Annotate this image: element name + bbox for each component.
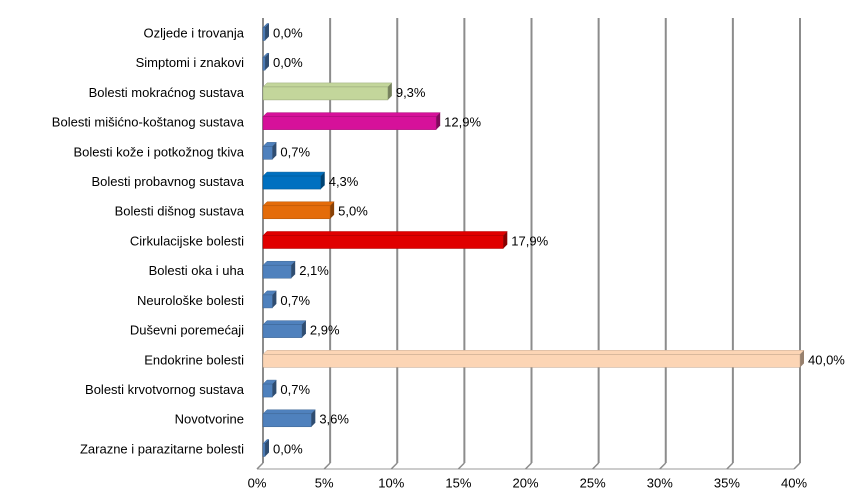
category-label: Neurološke bolesti xyxy=(137,293,244,308)
bar xyxy=(262,235,504,249)
value-label: 0,7% xyxy=(280,382,310,397)
category-label: Simptomi i znakovi xyxy=(136,55,244,70)
bar xyxy=(262,175,321,190)
grid-floor xyxy=(592,462,600,470)
x-tick-label: 30% xyxy=(647,475,673,490)
bar xyxy=(262,205,331,220)
value-label: 9,3% xyxy=(396,85,426,100)
grid-floor xyxy=(726,462,734,470)
bar-side xyxy=(330,201,335,219)
bar xyxy=(262,86,389,101)
value-label: 2,1% xyxy=(299,263,329,278)
category-label: Bolesti dišnog sustava xyxy=(115,204,245,219)
bar-top xyxy=(262,201,335,207)
grid-floor xyxy=(457,462,465,470)
category-label: Cirkulacijske bolesti xyxy=(130,233,244,248)
bar-side xyxy=(272,380,277,398)
bar xyxy=(262,443,266,457)
value-label: 0,7% xyxy=(280,144,310,159)
x-tick-label: 20% xyxy=(512,475,538,490)
x-tick-label: 40% xyxy=(781,475,807,490)
category-label: Duševni poremećaji xyxy=(130,323,244,338)
value-label: 0,0% xyxy=(273,25,303,40)
bar-top xyxy=(262,409,316,415)
grid-floor xyxy=(659,462,667,470)
bar-side xyxy=(265,439,269,457)
value-label: 0,0% xyxy=(273,441,303,456)
bar-top xyxy=(262,171,326,177)
bar-side xyxy=(272,290,277,308)
bar-top xyxy=(262,320,307,325)
x-tick-label: 35% xyxy=(714,475,740,490)
bar-side xyxy=(800,350,804,368)
category-label: Bolesti kože i potkožnog tkiva xyxy=(73,144,244,159)
x-tick-label: 25% xyxy=(580,475,606,490)
value-label: 2,9% xyxy=(310,323,340,338)
grid-floor xyxy=(793,462,801,470)
bar xyxy=(262,146,273,160)
value-label: 3,6% xyxy=(319,412,349,427)
x-tick-label: 5% xyxy=(315,475,334,490)
category-label: Bolesti krvotvornog sustava xyxy=(85,382,245,397)
bar-side xyxy=(320,172,325,190)
value-label: 0,7% xyxy=(280,293,310,308)
bar xyxy=(262,383,273,398)
bar xyxy=(262,294,273,309)
bar xyxy=(262,116,437,130)
category-label: Bolesti mokraćnog sustava xyxy=(89,85,245,100)
bar-side xyxy=(311,409,316,427)
grid-floor xyxy=(323,462,331,470)
bar xyxy=(262,27,266,41)
x-tick-label: 15% xyxy=(445,475,471,490)
category-label: Bolesti probavnog sustava xyxy=(92,174,245,189)
category-label: Endokrine bolesti xyxy=(144,352,244,367)
bar-side xyxy=(291,261,296,279)
value-label: 17,9% xyxy=(511,233,548,248)
bar xyxy=(262,354,801,368)
category-label: Zarazne i parazitarne bolesti xyxy=(80,441,244,456)
x-tick-label: 0% xyxy=(248,475,267,490)
bar-side xyxy=(301,320,306,338)
bar-side xyxy=(265,23,269,41)
bar-top xyxy=(262,231,508,236)
x-tick-label: 10% xyxy=(378,475,404,490)
bar-top xyxy=(262,350,805,355)
value-label: 12,9% xyxy=(444,115,481,130)
bar xyxy=(262,413,312,428)
grid-floor xyxy=(390,462,398,470)
bar-side xyxy=(272,142,277,160)
value-label: 4,3% xyxy=(329,174,359,189)
category-label: Ozljede i trovanja xyxy=(144,25,245,40)
bar xyxy=(262,324,303,338)
bar-top xyxy=(262,112,441,117)
value-label: 0,0% xyxy=(273,55,303,70)
category-label: Bolesti oka i uha xyxy=(149,263,245,278)
value-label: 5,0% xyxy=(338,204,368,219)
bar-top xyxy=(262,260,296,266)
bar xyxy=(262,56,266,71)
value-label: 40,0% xyxy=(808,352,845,367)
category-label: Novotvorine xyxy=(175,412,244,427)
grid-floor xyxy=(524,462,533,470)
bar xyxy=(262,264,292,279)
bar-side xyxy=(503,231,508,249)
bar-top xyxy=(262,82,393,88)
bar-side xyxy=(436,112,441,130)
category-label: Bolesti mišićno-koštanog sustava xyxy=(52,115,245,130)
bar-side xyxy=(265,53,269,71)
grid-floor xyxy=(256,462,264,470)
bar-side xyxy=(387,82,392,100)
